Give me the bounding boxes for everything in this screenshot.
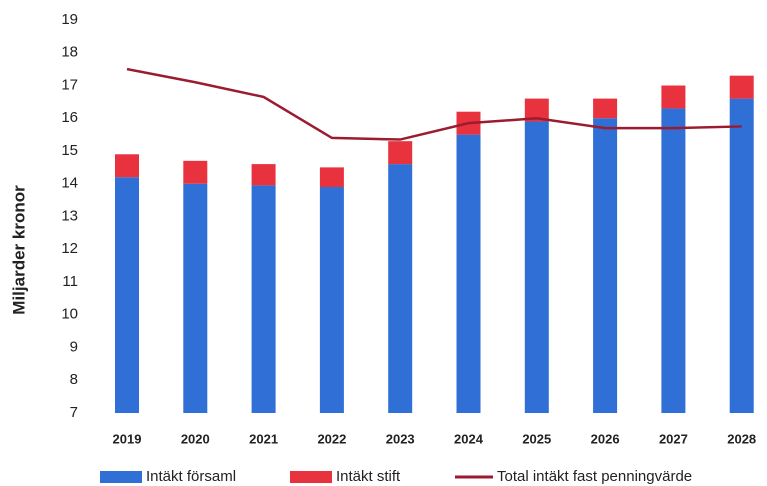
bar-segment bbox=[524, 98, 549, 122]
line-series bbox=[126, 67, 742, 141]
x-tick-label: 2019 bbox=[113, 431, 142, 446]
bar-segment bbox=[183, 160, 208, 184]
x-tick-label: 2022 bbox=[317, 431, 346, 446]
y-tick-label: 12 bbox=[61, 240, 78, 257]
x-tick-label: 2020 bbox=[181, 431, 210, 446]
bar-segment bbox=[593, 118, 618, 413]
y-tick-label: 17 bbox=[61, 76, 78, 93]
bar-segment bbox=[115, 154, 139, 178]
x-tick-label: 2024 bbox=[454, 431, 484, 446]
bar-segment bbox=[729, 98, 754, 413]
y-tick-label: 19 bbox=[61, 11, 78, 28]
y-tick-label: 18 bbox=[61, 44, 78, 61]
y-tick-label: 15 bbox=[61, 142, 78, 159]
bar-segment bbox=[456, 134, 481, 413]
x-tick-label: 2026 bbox=[591, 431, 620, 446]
x-tick-label: 2028 bbox=[727, 431, 756, 446]
x-tick-label: 2023 bbox=[386, 431, 415, 446]
bar-segment bbox=[388, 164, 413, 413]
bar-segment bbox=[593, 98, 618, 119]
x-tick-label: 2021 bbox=[249, 431, 278, 446]
bar-segment bbox=[388, 141, 413, 165]
bar-segment bbox=[319, 167, 344, 188]
bar-segment bbox=[319, 187, 344, 413]
bar-segment bbox=[183, 183, 208, 413]
y-tick-label: 11 bbox=[62, 273, 78, 290]
y-axis-label: Miljarder kronor bbox=[9, 185, 28, 315]
y-tick-label: 13 bbox=[61, 207, 78, 224]
y-tick-label: 10 bbox=[61, 306, 78, 323]
y-tick-label: 7 bbox=[70, 404, 78, 421]
legend-label: Total intäkt fast penningvärde bbox=[497, 468, 692, 485]
bar-segment bbox=[661, 108, 686, 414]
bar-segment bbox=[661, 85, 686, 109]
legend-swatch bbox=[290, 471, 332, 483]
y-tick-label: 16 bbox=[61, 109, 78, 126]
x-tick-label: 2027 bbox=[659, 431, 688, 446]
x-tick-label: 2025 bbox=[522, 431, 551, 446]
bar-segment bbox=[524, 121, 549, 414]
bar-segment bbox=[251, 164, 276, 186]
legend-label: Intäkt församl bbox=[146, 468, 236, 485]
bar-segment bbox=[115, 177, 139, 413]
y-tick-label: 14 bbox=[61, 175, 78, 192]
y-tick-label: 9 bbox=[70, 338, 78, 355]
legend-swatch bbox=[100, 471, 142, 483]
bar-segment bbox=[729, 75, 754, 99]
legend-label: Intäkt stift bbox=[336, 468, 401, 485]
bar-segment bbox=[251, 185, 276, 413]
y-tick-label: 8 bbox=[70, 371, 78, 388]
